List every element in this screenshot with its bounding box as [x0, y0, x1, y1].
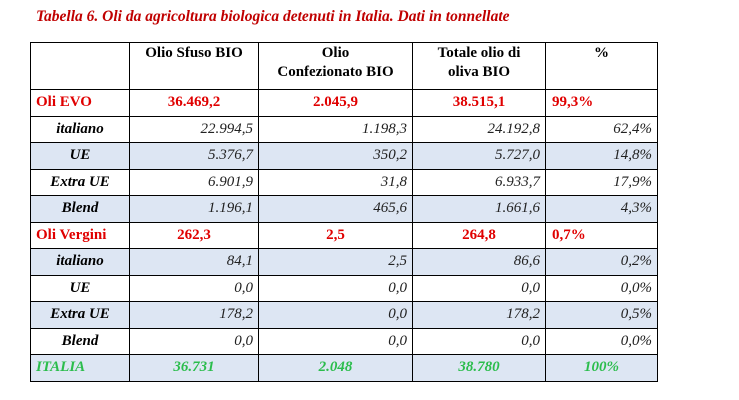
oil-table: Olio Sfuso BIO Olio Confezionato BIO Tot… [30, 42, 658, 382]
cell-confezionato: 2,5 [258, 221, 413, 249]
cell-sfuso: 6.901,9 [129, 168, 259, 196]
row-label: Extra UE [30, 168, 130, 196]
header-text: Olio [321, 45, 350, 61]
table-row: UE 0,0 0,0 0,0 0,0% [30, 274, 658, 302]
table-caption: Tabella 6. Oli da agricoltura biologica … [36, 8, 510, 25]
cell-percent: 100% [545, 354, 658, 382]
cell-confezionato: 465,6 [258, 195, 413, 223]
cell-totale: 1.661,6 [412, 195, 546, 223]
header-corner [30, 42, 130, 90]
cell-confezionato: 0,0 [258, 274, 413, 302]
header-totale: Totale olio di oliva BIO [412, 42, 546, 90]
cell-confezionato: 0,0 [258, 327, 413, 355]
table-row: italiano 22.994,5 1.198,3 24.192,8 62,4% [30, 115, 658, 143]
header-percent: % [545, 42, 658, 90]
row-label: UE [30, 274, 130, 302]
cell-sfuso: 84,1 [129, 248, 259, 276]
cell-sfuso: 0,0 [129, 327, 259, 355]
header-row: Olio Sfuso BIO Olio Confezionato BIO Tot… [30, 42, 658, 90]
row-label: Oli Vergini [30, 221, 130, 249]
group-row-oli-vergini: Oli Vergini 262,3 2,5 264,8 0,7% [30, 221, 658, 249]
cell-sfuso: 0,0 [129, 274, 259, 302]
table-row: Extra UE 178,2 0,0 178,2 0,5% [30, 301, 658, 329]
cell-percent: 99,3% [545, 89, 658, 117]
cell-percent: 4,3% [545, 195, 658, 223]
table-row: Blend 1.196,1 465,6 1.661,6 4,3% [30, 195, 658, 223]
cell-totale: 6.933,7 [412, 168, 546, 196]
cell-totale: 264,8 [412, 221, 546, 249]
cell-totale: 0,0 [412, 274, 546, 302]
cell-percent: 0,0% [545, 327, 658, 355]
cell-totale: 24.192,8 [412, 115, 546, 143]
row-label: Oli EVO [30, 89, 130, 117]
cell-sfuso: 1.196,1 [129, 195, 259, 223]
table-row: italiano 84,1 2,5 86,6 0,2% [30, 248, 658, 276]
header-text: oliva BIO [447, 64, 511, 80]
cell-confezionato: 2.048 [258, 354, 413, 382]
header-text: Totale olio di [437, 45, 521, 61]
header-text: % [594, 45, 609, 61]
cell-totale: 86,6 [412, 248, 546, 276]
header-olio-confezionato: Olio Confezionato BIO [258, 42, 413, 90]
cell-confezionato: 1.198,3 [258, 115, 413, 143]
table-row: Blend 0,0 0,0 0,0 0,0% [30, 327, 658, 355]
cell-confezionato: 2.045,9 [258, 89, 413, 117]
cell-sfuso: 5.376,7 [129, 142, 259, 170]
cell-totale: 178,2 [412, 301, 546, 329]
cell-totale: 0,0 [412, 327, 546, 355]
row-label: Blend [30, 195, 130, 223]
cell-confezionato: 2,5 [258, 248, 413, 276]
cell-sfuso: 178,2 [129, 301, 259, 329]
row-label: italiano [30, 115, 130, 143]
cell-percent: 0,0% [545, 274, 658, 302]
row-label: italiano [30, 248, 130, 276]
cell-confezionato: 0,0 [258, 301, 413, 329]
cell-percent: 14,8% [545, 142, 658, 170]
cell-sfuso: 262,3 [129, 221, 259, 249]
row-label: UE [30, 142, 130, 170]
group-row-oli-evo: Oli EVO 36.469,2 2.045,9 38.515,1 99,3% [30, 89, 658, 117]
cell-sfuso: 36.469,2 [129, 89, 259, 117]
cell-sfuso: 36.731 [129, 354, 259, 382]
cell-sfuso: 22.994,5 [129, 115, 259, 143]
header-olio-sfuso: Olio Sfuso BIO [129, 42, 259, 90]
cell-totale: 5.727,0 [412, 142, 546, 170]
table-row: UE 5.376,7 350,2 5.727,0 14,8% [30, 142, 658, 170]
row-label: Blend [30, 327, 130, 355]
cell-totale: 38.515,1 [412, 89, 546, 117]
row-label: ITALIA [30, 354, 130, 382]
row-label: Extra UE [30, 301, 130, 329]
table-row: Extra UE 6.901,9 31,8 6.933,7 17,9% [30, 168, 658, 196]
cell-confezionato: 350,2 [258, 142, 413, 170]
cell-percent: 62,4% [545, 115, 658, 143]
cell-totale: 38.780 [412, 354, 546, 382]
cell-percent: 0,2% [545, 248, 658, 276]
total-row-italia: ITALIA 36.731 2.048 38.780 100% [30, 354, 658, 382]
cell-percent: 0,5% [545, 301, 658, 329]
cell-confezionato: 31,8 [258, 168, 413, 196]
cell-percent: 17,9% [545, 168, 658, 196]
header-text: Olio Sfuso BIO [145, 45, 243, 61]
cell-percent: 0,7% [545, 221, 658, 249]
header-text: Confezionato BIO [277, 64, 394, 80]
